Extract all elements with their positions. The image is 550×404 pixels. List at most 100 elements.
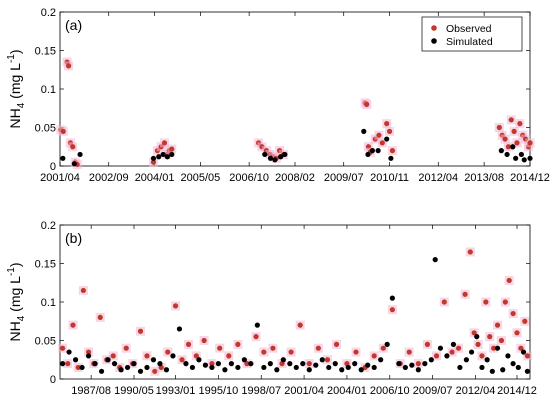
x-tick-label: 2012/04: [418, 172, 458, 184]
simulated-point: [339, 367, 345, 373]
observed-point: [315, 345, 321, 351]
observed-point: [433, 353, 440, 359]
observed-point: [253, 334, 259, 340]
observed-point: [353, 349, 359, 355]
simulated-point: [402, 364, 408, 371]
observed-point: [424, 341, 431, 347]
observed-point: [261, 349, 267, 355]
simulated-point: [98, 368, 105, 374]
simulated-point: [521, 157, 527, 163]
simulated-point: [505, 353, 511, 359]
y-tick-label: 0.15: [35, 259, 56, 271]
simulated-point: [498, 148, 504, 154]
observed-point: [415, 361, 421, 367]
observed-point: [449, 349, 455, 355]
simulated-point: [118, 367, 124, 373]
simulated-point: [428, 357, 434, 363]
observed-point: [494, 322, 501, 328]
observed-point: [65, 63, 72, 69]
simulated-point: [124, 364, 131, 371]
simulated-point: [105, 357, 111, 363]
observed-point: [226, 353, 232, 359]
simulated-point: [365, 362, 371, 368]
simulated-point: [326, 364, 332, 371]
simulated-point: [241, 357, 247, 363]
simulated-point: [369, 148, 375, 154]
simulated-point: [248, 361, 254, 367]
x-tick-label: 2002/09: [89, 172, 129, 184]
x-tick-label: 2010/11: [370, 172, 409, 184]
x-tick-label: 2006/10: [370, 385, 410, 397]
observed-point: [498, 337, 505, 344]
observed-point: [441, 299, 447, 305]
observed-point: [483, 299, 489, 305]
observed-point: [201, 337, 207, 344]
simulated-point: [60, 155, 66, 161]
simulated-point: [524, 368, 531, 374]
simulated-point: [267, 155, 274, 161]
simulated-point: [500, 367, 506, 373]
simulated-point: [222, 367, 228, 373]
simulated-point: [150, 155, 157, 161]
x-tick-label: 2013/08: [464, 172, 504, 184]
x-tick-label: 2009/07: [324, 172, 364, 184]
observed-point: [165, 349, 171, 355]
simulated-point: [202, 362, 209, 368]
simulated-point: [513, 155, 519, 161]
observed-point: [506, 277, 512, 284]
y-axis-label: NH4 (mg L-1): [6, 49, 27, 128]
observed-point: [70, 144, 76, 150]
observed-point: [467, 249, 473, 255]
simulated-point: [463, 357, 469, 363]
observed-point: [110, 353, 116, 359]
simulated-point: [389, 295, 395, 301]
observed-point: [59, 345, 66, 351]
observed-point: [364, 101, 370, 107]
observed-point: [179, 357, 185, 363]
series-observed: [58, 247, 532, 376]
simulated-point: [489, 368, 495, 374]
simulated-point: [254, 322, 260, 328]
simulated-point: [432, 257, 438, 263]
observed-point: [150, 159, 157, 165]
simulated-point: [92, 361, 98, 367]
series-observed: [56, 57, 535, 169]
observed-point: [505, 144, 511, 150]
x-tick-label: 1993/01: [156, 385, 196, 397]
simulated-point: [71, 161, 77, 167]
observed-point: [508, 117, 514, 123]
simulated-point: [358, 367, 364, 373]
y-tick-label: 0.2: [41, 220, 56, 232]
observed-point: [522, 318, 528, 324]
observed-point: [389, 307, 395, 313]
observed-point: [479, 353, 485, 359]
observed-point: [152, 368, 158, 374]
simulated-point: [409, 362, 415, 368]
observed-point: [510, 310, 516, 317]
simulated-point: [235, 364, 241, 371]
observed-point: [517, 121, 523, 127]
simulated-point: [396, 361, 402, 367]
simulated-point: [72, 357, 79, 363]
panel-label: (b): [65, 230, 82, 246]
simulated-point: [85, 353, 92, 359]
observed-point: [65, 361, 71, 367]
simulated-point: [300, 361, 306, 367]
simulated-point: [352, 361, 358, 367]
simulated-point: [450, 341, 456, 347]
simulated-point: [515, 364, 521, 371]
simulated-point: [293, 364, 299, 371]
x-tick-label: 2001/04: [40, 172, 80, 184]
simulated-point: [313, 362, 319, 368]
observed-point: [123, 345, 129, 351]
simulated-point: [282, 151, 288, 158]
observed-point: [60, 128, 66, 134]
simulated-point: [160, 151, 166, 158]
observed-point: [137, 328, 144, 334]
simulated-point: [131, 361, 137, 367]
observed-point: [462, 291, 468, 297]
observed-point: [496, 124, 502, 131]
